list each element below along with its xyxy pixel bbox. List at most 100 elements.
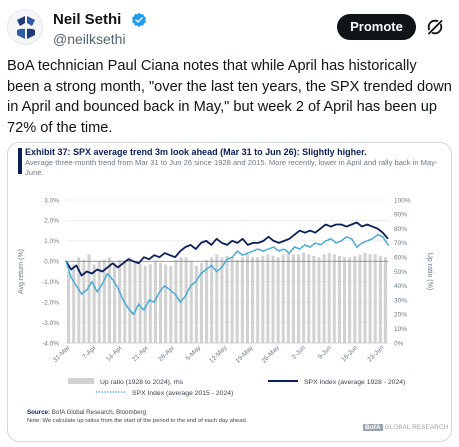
- up-ratio-bar: [77, 257, 81, 343]
- up-ratio-bar: [143, 265, 147, 343]
- up-ratio-bar: [92, 264, 96, 343]
- up-ratio-bar: [348, 257, 352, 343]
- up-ratio-bar: [153, 261, 157, 343]
- author-name[interactable]: Neil Sethi: [53, 11, 122, 28]
- y-tick-label: 1.0%: [44, 238, 59, 245]
- x-axis-ticks: 31-Mar 7-Apr 14-Apr 21-Apr 28-Apr 5-May 12-May…: [52, 344, 386, 365]
- y2-tick-label: 80%: [394, 226, 407, 233]
- x-tick-label: 23-Jun: [366, 344, 385, 363]
- source-text: BofA Global Research, Bloomberg: [51, 409, 147, 416]
- legend-label-spx-1928: SPX Index (average 1928 - 2024): [304, 379, 405, 386]
- chart-image-card[interactable]: Exhibit 37: SPX average trend 3m look ah…: [7, 142, 452, 442]
- legend-label-spx-2015: SPX Index (average 2015 - 2024): [132, 390, 233, 397]
- up-ratio-bar: [353, 255, 357, 343]
- chart-note: Note: We calculate up ratios from the st…: [27, 418, 248, 424]
- up-ratio-bar: [302, 252, 306, 343]
- y-tick-label: -1.0%: [42, 279, 59, 286]
- avatar-logo-icon: [8, 10, 42, 44]
- up-ratio-bar: [332, 254, 336, 343]
- up-ratio-bar: [276, 257, 280, 343]
- up-ratio-bar: [82, 260, 86, 343]
- y-tick-label: -4.0%: [42, 340, 59, 347]
- up-ratio-bar: [286, 252, 290, 343]
- up-ratio-bar: [235, 260, 239, 343]
- up-ratio-bar: [97, 261, 101, 343]
- up-ratio-bar: [327, 252, 331, 343]
- tweet-header: Neil Sethi @neilksethi Promote: [0, 0, 459, 52]
- y2-tick-label: 40%: [394, 283, 407, 290]
- y-axis-title: Avg return (%): [18, 249, 25, 294]
- tweet-text: BoA technician Paul Ciana notes that whi…: [7, 58, 452, 136]
- up-ratio-bar: [240, 257, 244, 343]
- up-ratio-bar: [383, 257, 387, 343]
- x-tick-label: 16-Jun: [340, 344, 359, 363]
- spx-1928-2024-line: [65, 221, 389, 277]
- up-ratio-bar: [343, 257, 347, 343]
- up-ratio-bar: [317, 257, 321, 343]
- bofa-logo: BofA GLOBAL RESEARCH: [363, 424, 448, 431]
- up-ratio-bars: [67, 252, 387, 343]
- y2-tick-label: 100%: [394, 197, 411, 204]
- up-ratio-bar: [174, 260, 178, 343]
- x-tick-label: 5-May: [185, 344, 203, 362]
- up-ratio-bar: [251, 257, 255, 343]
- grok-slash-icon[interactable]: [425, 17, 445, 37]
- up-ratio-bar: [230, 257, 234, 343]
- up-ratio-bar: [337, 255, 341, 343]
- up-ratio-bar: [358, 254, 362, 343]
- x-tick-label: 9-Jun: [317, 344, 334, 361]
- author-handle[interactable]: @neilksethi: [53, 31, 126, 47]
- y2-tick-label: 50%: [394, 269, 407, 276]
- up-ratio-bar: [297, 254, 301, 343]
- source-label: Source:: [27, 409, 51, 416]
- up-ratio-bar: [205, 260, 209, 343]
- up-ratio-bar: [220, 257, 224, 343]
- up-ratio-bar: [102, 260, 106, 343]
- avatar[interactable]: [7, 9, 43, 45]
- up-ratio-bar: [184, 257, 188, 343]
- promote-button[interactable]: Promote: [337, 14, 416, 40]
- up-ratio-bar: [210, 257, 214, 343]
- up-ratio-bar: [215, 254, 219, 343]
- chart: 3.0% 2.0% 1.0% 0.0% -1.0% -2.0% -3.0% -4.0% 100…: [18, 197, 433, 397]
- up-ratio-bar: [118, 260, 122, 343]
- y-tick-label: 2.0%: [44, 218, 59, 225]
- exhibit-accent-bar: [18, 148, 22, 174]
- up-ratio-bar: [179, 257, 183, 343]
- up-ratio-bar: [72, 264, 76, 343]
- x-tick-label: 12-May: [208, 344, 229, 365]
- y2-tick-label: 0%: [394, 340, 404, 347]
- verified-badge-icon: [132, 12, 146, 27]
- y2-tick-label: 90%: [394, 212, 407, 219]
- up-ratio-bar: [245, 254, 249, 343]
- y2-tick-label: 30%: [394, 297, 407, 304]
- up-ratio-bar: [281, 254, 285, 343]
- up-ratio-bar: [164, 264, 168, 343]
- y-tick-label: -2.0%: [42, 299, 59, 306]
- x-tick-label: 14-Apr: [105, 344, 124, 363]
- y2-tick-label: 60%: [394, 255, 407, 262]
- up-ratio-bar: [67, 271, 71, 343]
- x-tick-label: 28-Apr: [157, 344, 176, 363]
- up-ratio-bar: [378, 255, 382, 343]
- up-ratio-bar: [291, 254, 295, 343]
- up-ratio-bar: [307, 254, 311, 343]
- up-ratio-bar: [363, 252, 367, 343]
- up-ratio-bar: [159, 262, 163, 343]
- up-ratio-bar: [189, 261, 193, 343]
- y-tick-label: -3.0%: [42, 320, 59, 327]
- x-tick-label: 2-Jun: [290, 344, 307, 361]
- spx-2015-2024-line: [65, 233, 389, 316]
- exhibit-title: Exhibit 37: SPX average trend 3m look ah…: [25, 147, 367, 157]
- up-ratio-bar: [266, 254, 270, 343]
- legend-swatch-bars: [68, 378, 94, 384]
- up-ratio-bar: [271, 255, 275, 343]
- up-ratio-bar: [199, 262, 203, 343]
- up-ratio-bar: [256, 257, 260, 343]
- up-ratio-bar: [312, 255, 316, 343]
- y-tick-label: 3.0%: [44, 197, 59, 204]
- y2-tick-label: 20%: [394, 312, 407, 319]
- up-ratio-bar: [368, 254, 372, 343]
- y2-axis-ticks: 100% 90% 80% 70% 60% 50% 40% 30% 20% 10% 0%: [394, 197, 411, 347]
- up-ratio-bar: [261, 255, 265, 343]
